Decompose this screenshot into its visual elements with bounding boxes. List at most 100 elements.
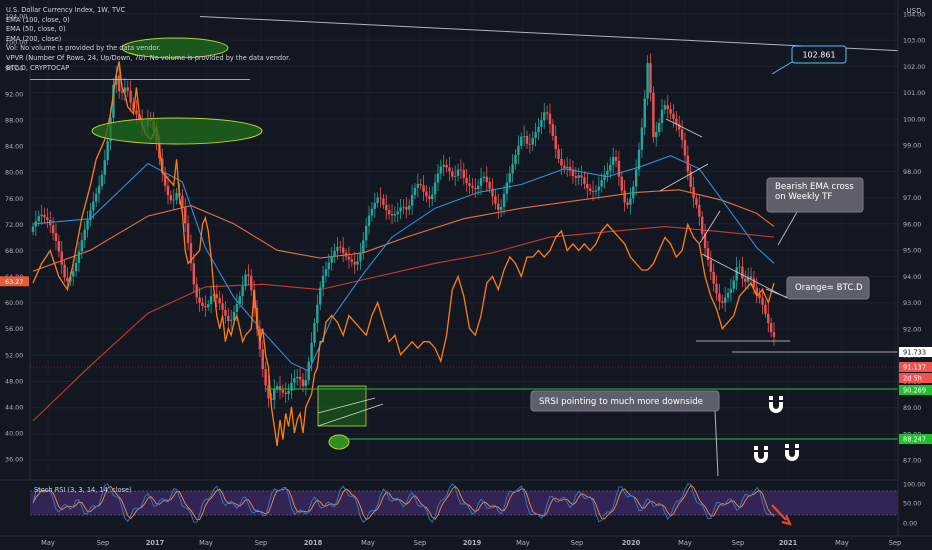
candle-body bbox=[244, 274, 247, 287]
right-tick-label: 87.00 bbox=[903, 457, 921, 465]
candle-body bbox=[752, 278, 756, 288]
candle-body bbox=[367, 215, 371, 226]
stoch-tick-label: 100.00 bbox=[903, 481, 925, 489]
btcd-line bbox=[32, 61, 775, 447]
time-tick-label: May bbox=[678, 539, 692, 547]
candle-body bbox=[683, 139, 687, 156]
candle-body bbox=[313, 323, 316, 343]
candle-body bbox=[583, 177, 586, 184]
candle-body bbox=[166, 185, 170, 196]
candle-body bbox=[465, 177, 468, 184]
candle-body bbox=[275, 386, 279, 390]
candle-body bbox=[431, 194, 434, 199]
left-tick-label: 100.00 bbox=[5, 38, 27, 46]
candle-body bbox=[284, 392, 287, 394]
candle-body bbox=[186, 223, 190, 243]
magnet-icon bbox=[769, 396, 783, 413]
callout-label: 102.861 bbox=[802, 51, 835, 60]
candle-body bbox=[531, 137, 534, 145]
candle-body bbox=[238, 296, 241, 305]
candle-body bbox=[448, 167, 451, 172]
annotation-text: Bearish EMA cross bbox=[775, 182, 854, 192]
price-label-bg bbox=[899, 373, 932, 383]
candle-body bbox=[422, 185, 425, 192]
candle-body bbox=[120, 91, 124, 93]
left-tick-label: 40.00 bbox=[5, 429, 23, 437]
left-tick-label: 96.00 bbox=[5, 64, 23, 72]
candle-body bbox=[405, 206, 408, 210]
candle-body bbox=[749, 276, 753, 279]
candle-body bbox=[123, 87, 127, 93]
time-tick-label: Sep bbox=[414, 539, 426, 547]
candle-body bbox=[568, 166, 572, 170]
candle-body bbox=[362, 240, 365, 253]
time-tick-label: May bbox=[516, 539, 530, 547]
right-tick-label: 102.00 bbox=[903, 63, 925, 71]
long-trendline bbox=[199, 16, 899, 52]
price-label-bg bbox=[899, 385, 932, 395]
time-tick-label: May bbox=[199, 539, 213, 547]
candle-body bbox=[511, 164, 514, 174]
candle-body bbox=[97, 185, 101, 194]
candle-body bbox=[563, 165, 566, 169]
left-tick-label: 36.00 bbox=[5, 456, 23, 464]
candle-body bbox=[169, 195, 173, 201]
candle-body bbox=[723, 297, 727, 303]
candle-body bbox=[709, 260, 713, 272]
candle-body bbox=[57, 241, 61, 252]
candle-body bbox=[181, 195, 184, 208]
candle-body bbox=[686, 155, 690, 172]
magnet-icon bbox=[785, 444, 799, 461]
time-tick-label: Sep bbox=[255, 539, 267, 547]
candle-body bbox=[571, 169, 575, 177]
candle-body bbox=[609, 164, 612, 171]
green-ellipse-mid bbox=[91, 117, 263, 145]
candle-body bbox=[643, 98, 646, 128]
candle-body bbox=[428, 196, 431, 199]
candle-body bbox=[577, 175, 580, 178]
candle-body bbox=[482, 176, 486, 178]
candle-body bbox=[540, 120, 543, 127]
consolidation-box bbox=[317, 385, 367, 427]
time-tick-label: Sep bbox=[97, 539, 109, 547]
candle-body bbox=[456, 169, 460, 177]
channel-line bbox=[659, 163, 709, 192]
candle-body bbox=[206, 304, 210, 308]
candle-body bbox=[204, 305, 207, 308]
annotation-box bbox=[766, 177, 864, 213]
right-tick-label: 100.00 bbox=[903, 115, 925, 123]
price-label-text: 91.137 bbox=[903, 364, 926, 372]
candle-body bbox=[385, 204, 388, 211]
candle-body bbox=[772, 332, 776, 337]
candle-body bbox=[433, 182, 437, 195]
annotation-box bbox=[530, 390, 720, 412]
callout-pointer bbox=[771, 61, 793, 75]
candle-body bbox=[129, 90, 132, 103]
right-tick-label: 101.00 bbox=[903, 89, 925, 97]
candle-body bbox=[413, 187, 417, 196]
stoch-rsi-panel: Stoch RSI (3, 3, 14, 14, close) bbox=[0, 479, 932, 526]
candle-body bbox=[594, 190, 598, 192]
candle-body bbox=[545, 112, 549, 114]
candle-body bbox=[439, 166, 443, 174]
candle-body bbox=[290, 382, 293, 391]
candle-body bbox=[505, 182, 509, 194]
candle-body bbox=[695, 198, 698, 205]
candle-body bbox=[106, 141, 109, 161]
candle-body bbox=[252, 290, 256, 308]
price-label-bg bbox=[899, 347, 932, 357]
candle-body bbox=[698, 204, 701, 217]
candle-body bbox=[49, 219, 52, 226]
candle-body bbox=[551, 124, 555, 136]
candle-body bbox=[195, 284, 198, 298]
candle-body bbox=[672, 113, 675, 119]
candle-body bbox=[281, 390, 285, 393]
candle-body bbox=[51, 225, 55, 234]
candle-body bbox=[287, 390, 290, 394]
left-tick-label: 88.00 bbox=[5, 117, 23, 125]
left-tick-label: 48.00 bbox=[5, 377, 23, 385]
candle-body bbox=[557, 149, 560, 159]
